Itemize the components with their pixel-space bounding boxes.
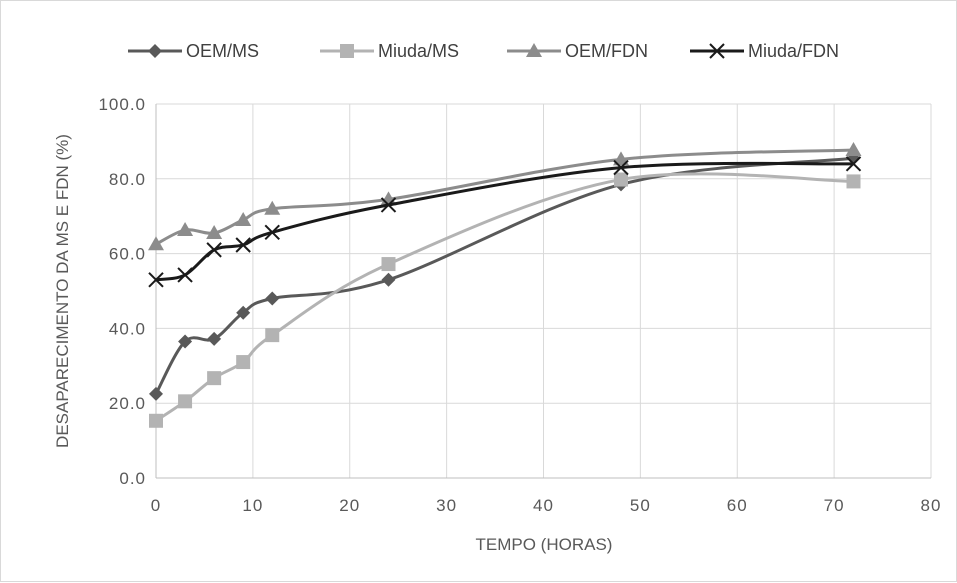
data-point bbox=[264, 200, 281, 215]
x-tick-label: 20 bbox=[339, 496, 360, 515]
series-line bbox=[155, 148, 854, 246]
data-point bbox=[380, 197, 397, 213]
legend-item: OEM/MS bbox=[128, 41, 259, 61]
x-axis-title: TEMPO (HORAS) bbox=[476, 535, 613, 554]
x-tick-label: 80 bbox=[921, 496, 942, 515]
legend-marker bbox=[340, 44, 354, 58]
x-tick-label: 40 bbox=[533, 496, 554, 515]
data-point bbox=[178, 334, 193, 349]
data-point bbox=[207, 371, 222, 386]
data-point bbox=[265, 328, 280, 343]
legend-item: Miuda/MS bbox=[320, 41, 459, 61]
data-point bbox=[207, 331, 222, 346]
y-tick-label: 40.0 bbox=[109, 319, 146, 338]
data-point bbox=[236, 305, 251, 320]
data-point bbox=[148, 272, 164, 288]
data-point bbox=[381, 257, 396, 272]
legend-marker bbox=[526, 43, 542, 57]
series-line bbox=[155, 161, 854, 282]
data-point bbox=[177, 267, 193, 283]
series-area bbox=[148, 142, 862, 428]
x-tick-label: 30 bbox=[436, 496, 457, 515]
data-point bbox=[206, 225, 223, 240]
data-point bbox=[148, 236, 164, 251]
x-tick-label: 60 bbox=[727, 496, 748, 515]
series-oem-fdn bbox=[148, 142, 862, 251]
legend-label: OEM/MS bbox=[186, 41, 259, 61]
x-tick-label: 0 bbox=[151, 496, 161, 515]
data-point bbox=[613, 159, 629, 176]
x-tick-label: 50 bbox=[630, 496, 651, 515]
data-point bbox=[264, 224, 280, 240]
data-point bbox=[845, 156, 862, 172]
series-miuda-fdn bbox=[148, 156, 862, 288]
legend-marker bbox=[709, 43, 725, 59]
data-point bbox=[149, 413, 163, 428]
y-tick-label: 80.0 bbox=[109, 170, 146, 189]
legend-marker bbox=[148, 44, 162, 58]
data-point bbox=[235, 211, 252, 226]
data-point bbox=[846, 174, 861, 189]
data-point bbox=[381, 272, 396, 287]
y-axis-title: DESAPARECIMENTO DA MS E FDN (%) bbox=[53, 134, 72, 448]
y-tick-label: 0.0 bbox=[119, 469, 146, 488]
data-point bbox=[177, 222, 194, 237]
x-tick-label: 10 bbox=[242, 496, 263, 515]
axes: 0.0 20.0 40.0 60.0 80.0 100.0 0 10 20 30 40 50 60 70 8… bbox=[98, 95, 942, 515]
y-tick-label: 60.0 bbox=[109, 245, 146, 264]
data-point bbox=[236, 355, 251, 370]
y-tick-label: 100.0 bbox=[98, 95, 146, 114]
data-point bbox=[265, 291, 280, 306]
series-line bbox=[155, 172, 854, 423]
data-point bbox=[613, 151, 629, 166]
series-miuda-ms bbox=[149, 172, 861, 428]
legend-item: OEM/FDN bbox=[507, 41, 648, 61]
data-point bbox=[614, 172, 628, 187]
y-tick-label: 20.0 bbox=[109, 394, 146, 413]
data-point bbox=[845, 142, 862, 157]
legend-item: Miuda/FDN bbox=[690, 41, 839, 61]
data-point bbox=[206, 242, 222, 258]
legend-label: Miuda/MS bbox=[378, 41, 459, 61]
legend-label: OEM/FDN bbox=[565, 41, 648, 61]
legend-label: Miuda/FDN bbox=[748, 41, 839, 61]
x-tick-label: 70 bbox=[824, 496, 845, 515]
data-point bbox=[149, 386, 163, 401]
data-point bbox=[178, 394, 193, 409]
series-oem-ms bbox=[149, 151, 861, 401]
legend: OEM/MS Miuda/MS OEM/FDN Miuda/FDN bbox=[128, 41, 839, 61]
data-point bbox=[235, 237, 251, 253]
series-line bbox=[154, 156, 854, 395]
